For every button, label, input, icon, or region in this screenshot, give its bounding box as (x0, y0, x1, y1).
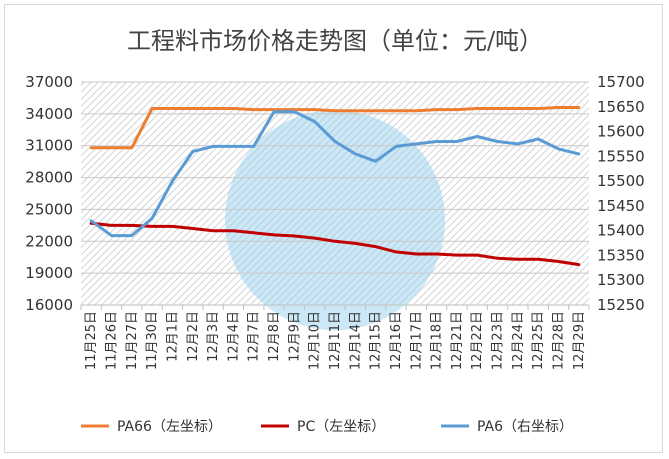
right-tick-label: 15400 (597, 222, 645, 240)
x-tick-label: 12月21日 (450, 311, 465, 370)
legend-label: PC（左坐标） (297, 419, 385, 435)
left-tick-label: 28000 (25, 169, 73, 187)
right-axis: 15250 15300 15350 15400 15450 15500 15550 15600… (597, 73, 645, 314)
series-line (89, 106, 581, 150)
x-tick-label: 12月8日 (267, 311, 282, 362)
x-tick-label: 12月17日 (409, 311, 424, 370)
legend-label: PA6（右坐标） (477, 419, 573, 435)
left-tick-label: 25000 (25, 200, 73, 218)
x-tick-label: 12月10日 (308, 311, 323, 370)
chart-title: 工程料市场价格走势图（单位：元/吨） (127, 27, 543, 55)
right-tick-label: 15450 (597, 197, 645, 215)
series-line (89, 221, 581, 267)
left-tick-label: 19000 (25, 264, 73, 282)
x-tick-label: 12月4日 (226, 311, 241, 362)
x-tick-label: 12月28日 (552, 311, 567, 370)
right-tick-label: 15650 (597, 98, 645, 116)
x-tick-label: 12月15日 (369, 311, 384, 370)
x-tick-label: 12月2日 (186, 311, 201, 362)
x-axis: 11月25日 11月26日 11月27日 11月30日 12月1日 12月2日 12月3日 1… (80, 304, 590, 370)
x-tick-label: 12月18日 (430, 311, 445, 370)
x-tick-label: 12月7日 (247, 311, 262, 362)
left-tick-label: 22000 (25, 232, 73, 250)
left-tick-label: 34000 (25, 105, 73, 123)
watermark-logo (225, 110, 445, 331)
left-tick-label: 37000 (25, 73, 73, 91)
x-tick-label: 12月29日 (572, 311, 587, 370)
legend-label: PA66（左坐标） (117, 419, 222, 435)
right-tick-label: 15600 (597, 123, 645, 141)
x-tick-label: 12月25日 (531, 311, 546, 370)
x-tick-label: 12月22日 (470, 311, 485, 370)
x-tick-label: 11月25日 (84, 311, 99, 370)
x-tick-label: 12月1日 (165, 311, 180, 362)
right-tick-label: 15700 (597, 73, 645, 91)
chart-frame: 工程料市场价格走势图（单位：元/吨） 16000 19000 22000 25000 2… (4, 4, 663, 453)
series-line (89, 110, 581, 238)
chart-svg: 工程料市场价格走势图（单位：元/吨） 16000 19000 22000 25000 2… (25, 27, 645, 435)
left-axis: 16000 19000 22000 25000 28000 31000 34000 37000 (25, 73, 73, 314)
x-tick-label: 12月24日 (511, 311, 526, 370)
right-tick-label: 15500 (597, 172, 645, 190)
legend: PA66（左坐标） PC（左坐标） PA6（右坐标） (81, 419, 573, 435)
left-tick-label: 31000 (25, 137, 73, 155)
left-tick-label: 16000 (25, 296, 73, 314)
x-tick-label: 12月23日 (491, 311, 506, 370)
x-tick-label: 11月27日 (125, 311, 140, 370)
x-tick-label: 12月3日 (206, 311, 221, 362)
x-tick-label: 11月26日 (104, 311, 119, 370)
right-tick-label: 15550 (597, 147, 645, 165)
x-tick-label: 12月11日 (328, 311, 343, 370)
right-tick-label: 15300 (597, 271, 645, 289)
x-tick-label: 11月30日 (145, 311, 160, 370)
right-tick-label: 15250 (597, 296, 645, 314)
x-tick-label: 12月14日 (348, 311, 363, 370)
x-tick-label: 12月9日 (287, 311, 302, 362)
series-lines (89, 106, 581, 267)
right-tick-label: 15350 (597, 246, 645, 264)
x-tick-label: 12月16日 (389, 311, 404, 370)
